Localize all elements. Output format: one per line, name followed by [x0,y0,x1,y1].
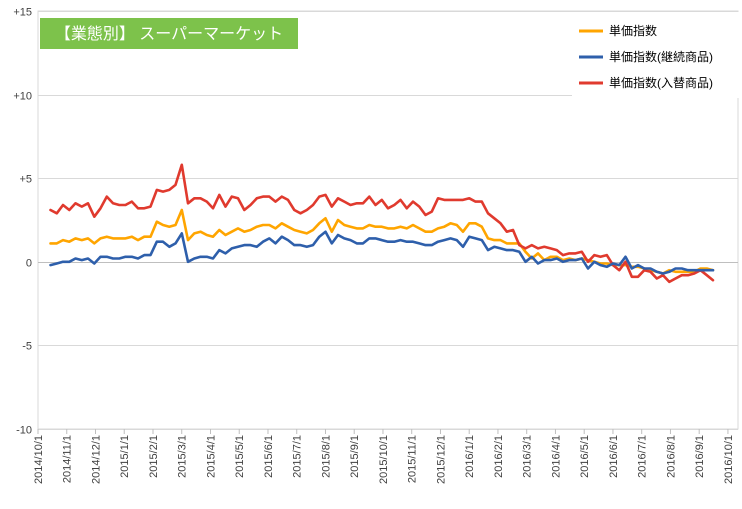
x-tick-label: 2016/9/1 [694,435,706,478]
y-tick-label: +10 [13,91,32,103]
y-tick-label: +5 [19,174,32,186]
x-tick-label: 2016/7/1 [637,435,649,478]
y-tick-label: -10 [16,425,32,437]
legend: 単価指数 単価指数(継続商品) 単価指数(入替商品) [572,12,740,98]
x-tick-label: 2014/12/1 [90,435,102,484]
series-line-replacement-products [49,163,715,284]
legend-label-replacement-products: 単価指数(入替商品) [609,75,713,90]
x-tick-label: 2015/10/1 [378,435,390,484]
legend-label-unit-price-index: 単価指数 [609,23,657,38]
x-tick-label: 2016/3/1 [522,435,534,478]
x-tick-label: 2015/11/1 [407,435,419,483]
y-tick-label: -5 [22,341,32,353]
x-tick-label: 2015/6/1 [263,435,275,478]
x-tick-label: 2014/10/1 [33,435,45,484]
x-tick-label: 2015/7/1 [292,435,304,478]
chart-title-background [40,18,298,49]
series-line-continuing-products [49,230,715,275]
y-axis-ticks: +15 +10 +5 0 -5 -10 [13,7,32,437]
legend-label-continuing-products: 単価指数(継続商品) [609,49,713,64]
x-tick-label: 2016/8/1 [665,435,677,478]
chart-title: 【業態別】 スーパーマーケット [55,25,283,43]
x-tick-label: 2015/2/1 [148,435,160,478]
x-tick-label: 2016/10/1 [723,435,735,484]
x-tick-label: 2015/12/1 [435,435,447,484]
y-tick-label: 0 [26,258,32,270]
x-tick-label: 2016/2/1 [493,435,505,478]
y-tick-label: +15 [13,7,32,19]
x-tick-label: 2015/9/1 [349,435,361,478]
series-lines [49,163,715,284]
x-tick-label: 2016/4/1 [550,435,562,478]
x-tick-label: 2016/6/1 [608,435,620,478]
x-tick-label: 2016/5/1 [579,435,591,478]
x-tick-label: 2014/11/1 [62,435,74,483]
x-tick-label: 2015/5/1 [234,435,246,478]
x-tick-label: 2015/1/1 [119,435,131,478]
x-tick-label: 2015/8/1 [320,435,332,478]
chart-title-box: 【業態別】 スーパーマーケット [40,18,298,49]
x-axis-ticks: 2014/10/1 2014/11/1 2014/12/1 2015/1/1 2015/… [33,429,735,484]
x-tick-label: 2015/4/1 [205,435,217,478]
x-tick-label: 2015/3/1 [177,435,189,478]
series-line-unit-price-index [49,208,715,275]
x-tick-label: 2016/1/1 [464,435,476,478]
